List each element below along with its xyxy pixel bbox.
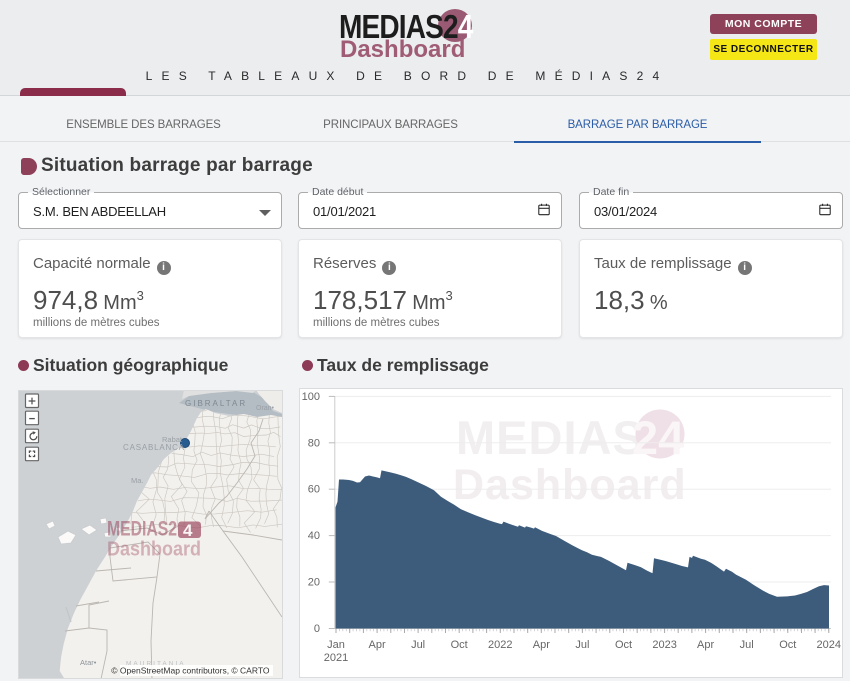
svg-text:Oct: Oct [779,639,796,651]
svg-text:Oct: Oct [615,639,632,651]
svg-text:Jan: Jan [327,639,345,651]
svg-text:GIBRALTAR: GIBRALTAR [185,399,247,408]
svg-text:Oran•: Oran• [256,405,275,412]
svg-text:100: 100 [302,391,320,403]
svg-text:2022: 2022 [488,639,512,651]
svg-text:60: 60 [308,484,320,496]
svg-text:MEDIAS2: MEDIAS2 [107,518,177,541]
svg-text:Atar•: Atar• [80,658,97,667]
svg-text:24: 24 [632,411,684,464]
svg-text:Dashboard: Dashboard [107,539,201,561]
svg-text:4: 4 [183,521,193,540]
svg-text:Rabat: Rabat [162,435,183,444]
svg-text:80: 80 [308,437,320,449]
svg-text:20: 20 [308,577,320,589]
svg-text:MAURITANIA: MAURITANIA [126,661,186,668]
svg-text:Jul: Jul [575,639,589,651]
svg-text:Ma.: Ma. [131,476,144,485]
svg-text:Jul: Jul [740,639,754,651]
svg-text:40: 40 [308,530,320,542]
svg-text:Dashboard: Dashboard [453,461,687,509]
svg-text:2023: 2023 [652,639,676,651]
svg-text:Oct: Oct [451,639,468,651]
svg-text:2024: 2024 [817,639,841,651]
svg-text:Jul: Jul [411,639,425,651]
svg-text:Apr: Apr [697,639,714,651]
svg-text:2021: 2021 [324,652,348,664]
svg-text:Apr: Apr [369,639,386,651]
svg-text:© OpenStreetMap contributors,: © OpenStreetMap contributors, © CARTO [111,666,270,676]
svg-text:CASABLANCA: CASABLANCA [123,443,185,452]
svg-text:0: 0 [314,623,320,635]
svg-text:Apr: Apr [533,639,550,651]
svg-text:MEDIAS: MEDIAS [456,411,645,464]
